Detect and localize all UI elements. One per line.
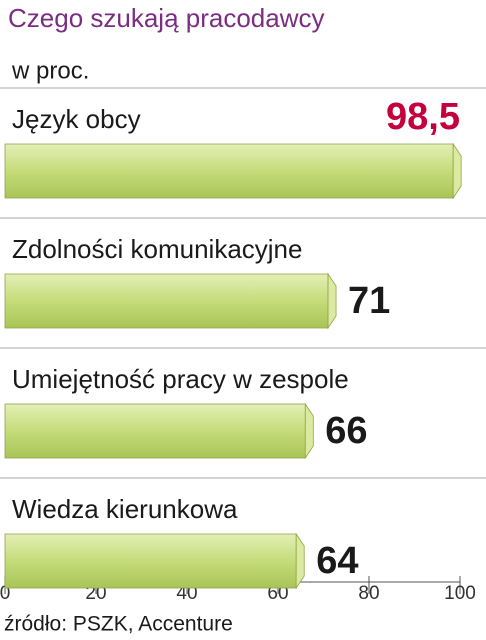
category-label: Zdolności komunikacyjne — [12, 234, 302, 264]
value-label: 64 — [316, 540, 358, 582]
x-tick-label: 80 — [358, 583, 379, 604]
bar-cap — [304, 402, 314, 460]
source: źródło: PSZK, Accenture — [4, 613, 233, 636]
value-label: 66 — [325, 410, 367, 452]
category-label: Język obcy — [12, 104, 141, 134]
bar — [4, 533, 297, 589]
chart-subtitle: w proc. — [11, 57, 89, 84]
value-label: 71 — [348, 280, 390, 322]
bar — [4, 273, 329, 329]
bar — [4, 403, 306, 459]
category-label: Umiejętność pracy w zespole — [12, 364, 349, 394]
chart-title: Czego szukają pracodawcy — [8, 3, 325, 33]
bar-cap — [452, 142, 462, 200]
x-tick-label: 0 — [0, 583, 10, 604]
bar-cap — [327, 272, 337, 330]
bar-cap — [295, 532, 305, 590]
category-label: Wiedza kierunkowa — [12, 494, 238, 524]
x-tick-label: 100 — [444, 583, 476, 604]
bar — [4, 143, 454, 199]
value-label: 98,5 — [386, 96, 460, 138]
